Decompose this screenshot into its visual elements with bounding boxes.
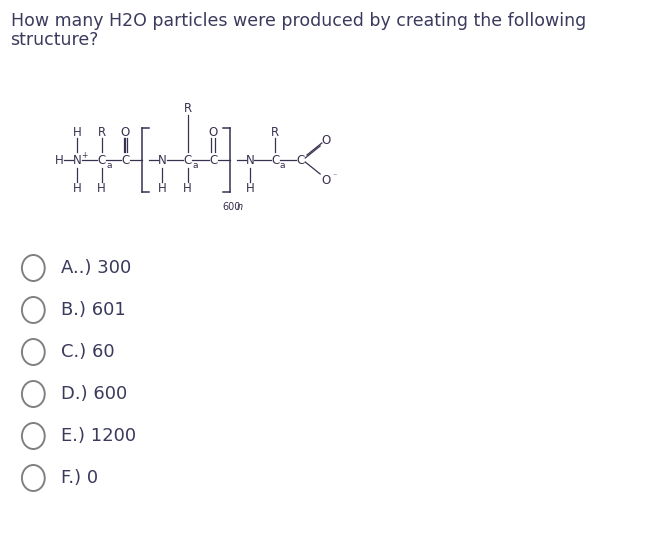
Text: C: C <box>121 154 130 166</box>
Text: O: O <box>121 125 130 138</box>
Text: A..) 300: A..) 300 <box>61 259 131 277</box>
Text: a: a <box>192 160 198 170</box>
Text: structure?: structure? <box>10 31 99 49</box>
Text: E.) 1200: E.) 1200 <box>61 427 135 445</box>
Text: R: R <box>98 125 106 138</box>
Text: C: C <box>209 154 217 166</box>
Text: +: + <box>81 150 88 160</box>
Text: H: H <box>55 154 64 166</box>
Text: How many H2O particles were produced by creating the following: How many H2O particles were produced by … <box>10 12 586 30</box>
Text: B.) 601: B.) 601 <box>61 301 125 319</box>
Text: n: n <box>237 202 243 212</box>
Text: H: H <box>73 125 81 138</box>
Text: H: H <box>73 182 81 195</box>
Text: H: H <box>245 182 255 195</box>
Text: O: O <box>322 173 331 187</box>
Text: H: H <box>184 182 192 195</box>
Text: a: a <box>106 160 111 170</box>
Text: C: C <box>184 154 192 166</box>
Text: 600: 600 <box>223 202 241 212</box>
Text: C.) 60: C.) 60 <box>61 343 114 361</box>
Text: C: C <box>98 154 106 166</box>
Text: H: H <box>158 182 167 195</box>
Text: H: H <box>98 182 106 195</box>
Text: a: a <box>280 160 285 170</box>
Text: O: O <box>208 125 217 138</box>
Text: F.) 0: F.) 0 <box>61 469 98 487</box>
Text: N: N <box>245 154 255 166</box>
Text: N: N <box>73 154 81 166</box>
Text: R: R <box>184 102 192 114</box>
Text: D.) 600: D.) 600 <box>61 385 127 403</box>
Text: N: N <box>158 154 167 166</box>
Text: C: C <box>271 154 279 166</box>
Text: R: R <box>271 125 279 138</box>
Text: ⁻: ⁻ <box>333 172 337 181</box>
Text: O: O <box>322 133 331 147</box>
Text: C: C <box>297 154 305 166</box>
